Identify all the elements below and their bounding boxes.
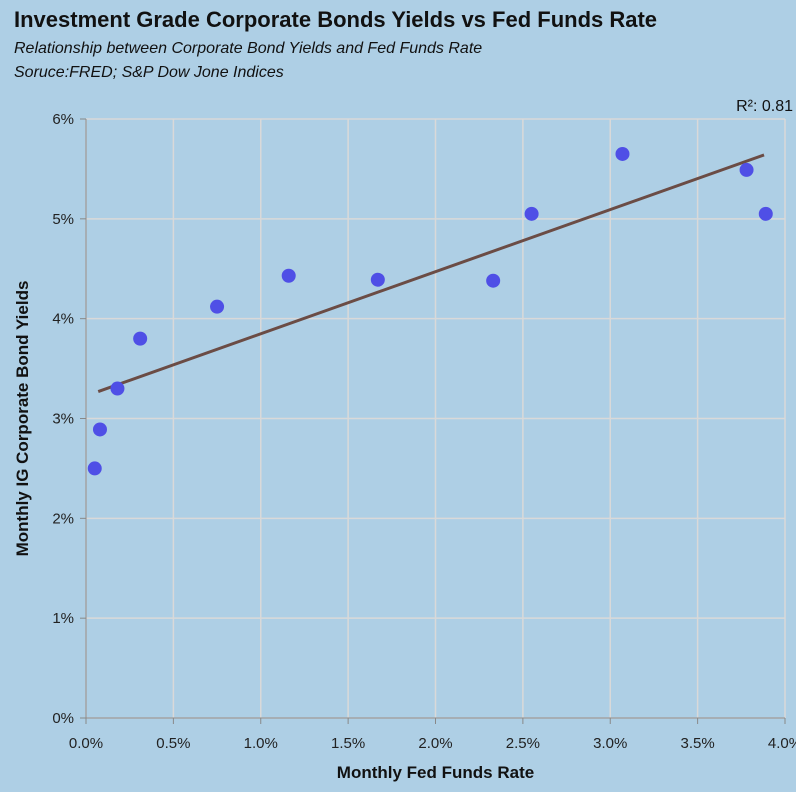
chart-title: Investment Grade Corporate Bonds Yields … xyxy=(14,7,658,32)
data-point xyxy=(281,268,296,283)
data-point xyxy=(739,162,754,177)
axes xyxy=(80,118,786,724)
tick-labels: 0.0% 0.5% 1.0% 1.5% 2.0% 2.5% 3.0% 3.5% 4.0% 0% 1%… xyxy=(52,111,796,752)
x-tick-label: 2.5% xyxy=(506,735,540,752)
data-point xyxy=(92,422,107,437)
x-axis-title: Monthly Fed Funds Rate xyxy=(337,763,534,782)
y-tick-label: 2% xyxy=(52,510,74,527)
y-tick-label: 1% xyxy=(52,610,74,627)
x-tick-label: 1.0% xyxy=(244,735,278,752)
x-tick-label: 0.0% xyxy=(69,735,103,752)
grid-lines xyxy=(85,118,786,719)
y-axis-title: Monthly IG Corporate Bond Yields xyxy=(13,281,32,557)
data-point xyxy=(486,273,501,288)
r-squared-label: R²: 0.81 xyxy=(736,98,793,115)
data-point xyxy=(615,146,630,161)
y-tick-label: 4% xyxy=(52,311,74,328)
data-points xyxy=(87,146,773,476)
x-tick-label: 1.5% xyxy=(331,735,365,752)
data-point xyxy=(87,461,102,476)
data-point xyxy=(110,381,125,396)
data-point xyxy=(133,331,148,346)
x-tick-label: 3.0% xyxy=(593,735,627,752)
x-tick-label: 2.0% xyxy=(418,735,452,752)
chart-subtitle: Relationship between Corporate Bond Yiel… xyxy=(14,40,483,57)
x-tick-label: 3.5% xyxy=(681,735,715,752)
chart-source: Soruce:FRED; S&P Dow Jone Indices xyxy=(14,64,284,81)
data-point xyxy=(758,206,773,221)
y-tick-label: 5% xyxy=(52,211,74,228)
data-point xyxy=(524,206,539,221)
y-tick-label: 3% xyxy=(52,411,74,428)
x-tick-label: 0.5% xyxy=(156,735,190,752)
x-tick-label: 4.0% xyxy=(768,735,796,752)
y-tick-label: 6% xyxy=(52,111,74,128)
trendline xyxy=(97,153,765,393)
data-point xyxy=(210,299,225,314)
data-point xyxy=(370,272,385,287)
y-tick-label: 0% xyxy=(52,710,74,727)
